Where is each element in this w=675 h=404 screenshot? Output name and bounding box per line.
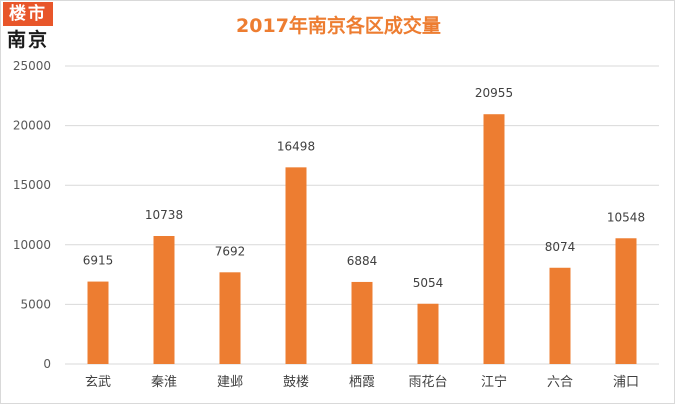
data-label: 8074	[545, 240, 576, 254]
x-tick-label: 栖霞	[349, 375, 375, 390]
y-tick-label: 25000	[13, 59, 51, 73]
x-tick-label: 浦口	[613, 375, 639, 390]
x-tick-label: 六合	[547, 375, 573, 390]
bar	[483, 114, 505, 364]
x-tick-label: 建邺	[217, 375, 243, 390]
y-tick-label: 5000	[20, 297, 51, 311]
data-label: 10548	[607, 210, 645, 224]
bar	[285, 167, 307, 364]
chart-title: 2017年南京各区成交量	[236, 15, 441, 37]
data-label: 6884	[347, 254, 378, 268]
bar	[615, 238, 637, 364]
data-label: 5054	[413, 276, 444, 290]
data-label: 16498	[277, 139, 315, 153]
y-tick-label: 0	[43, 357, 51, 371]
bar	[87, 281, 109, 364]
logo-top-text: 楼市	[3, 2, 53, 26]
y-tick-label: 15000	[13, 178, 51, 192]
x-tick-label: 秦淮	[151, 375, 177, 390]
y-tick-label: 10000	[13, 238, 51, 252]
bar	[153, 236, 175, 364]
data-label: 6915	[83, 254, 114, 268]
logo-bottom-text: 南京	[6, 29, 49, 51]
x-tick-label: 鼓楼	[283, 375, 309, 390]
y-tick-label: 20000	[13, 119, 51, 133]
bar	[549, 267, 571, 364]
bar	[219, 272, 241, 364]
brand-logo: 楼市 南京	[3, 2, 53, 54]
bar	[351, 281, 373, 364]
bar	[417, 303, 439, 364]
x-tick-label: 玄武	[85, 375, 111, 390]
x-tick-label: 雨花台	[408, 374, 447, 390]
data-label: 10738	[145, 208, 183, 222]
data-label: 7692	[215, 244, 246, 258]
x-tick-label: 江宁	[481, 374, 507, 390]
data-label: 20955	[475, 86, 513, 100]
